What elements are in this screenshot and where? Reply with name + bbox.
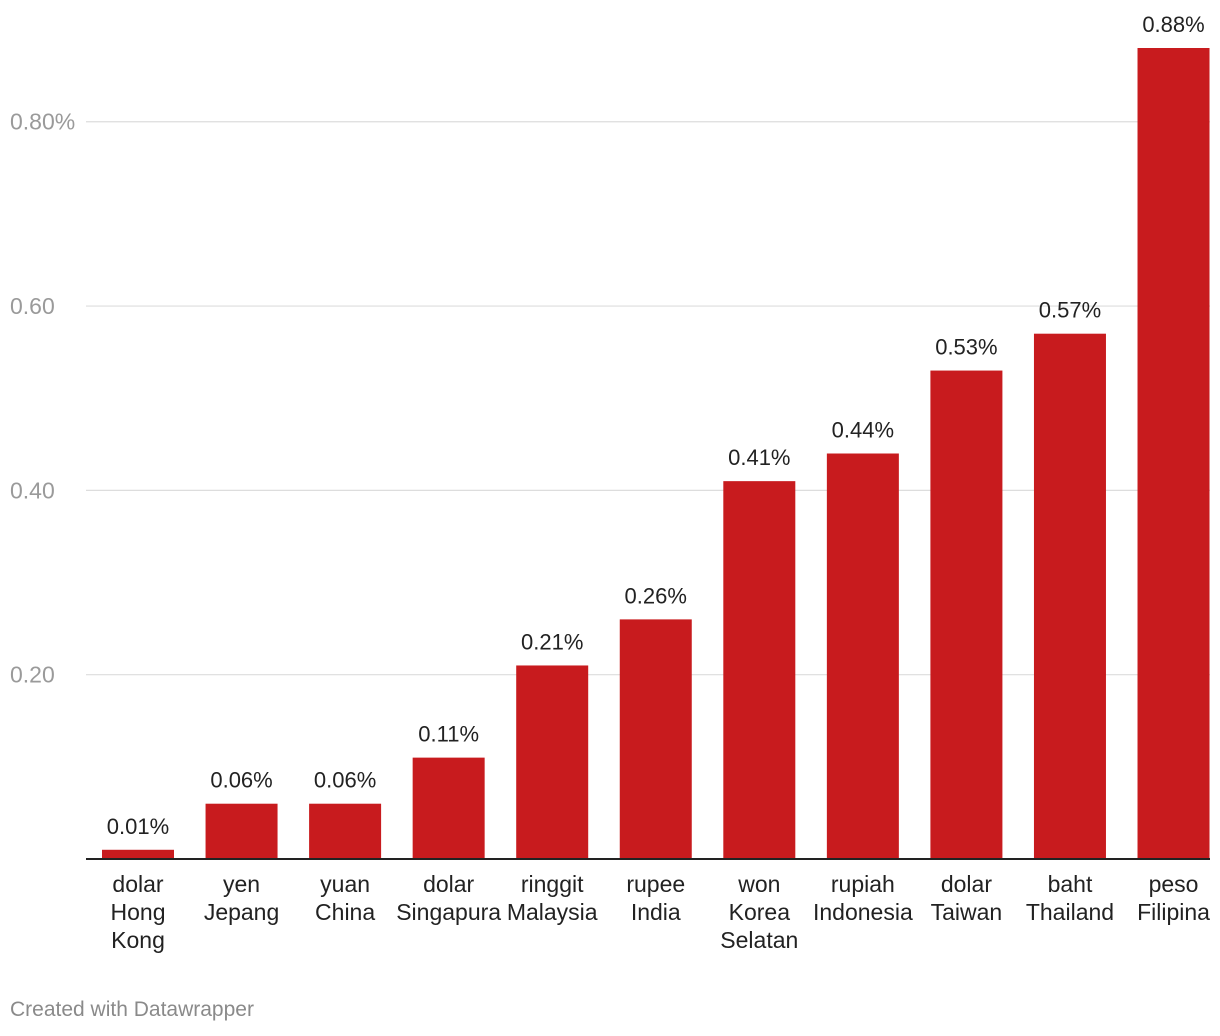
category-label-line: dolar (423, 871, 474, 897)
category-label: dolar Taiwan (931, 871, 1003, 925)
category-label: rupee India (626, 871, 685, 925)
category-label: ringgit Malaysia (507, 871, 598, 925)
category-label-line: Indonesia (813, 899, 913, 925)
category-label-line: Thailand (1026, 899, 1114, 925)
category-label-line: Singapura (396, 899, 501, 925)
category-label: yuan China (315, 871, 375, 925)
category-label-line: yuan (320, 871, 370, 897)
category-label-line: China (315, 899, 375, 925)
category-label-line: baht (1048, 871, 1093, 897)
y-tick-label: 0.40 (10, 477, 55, 503)
bar (309, 803, 382, 859)
category-label-line: ringgit (521, 871, 584, 897)
y-tick-label: 0.60 (10, 293, 55, 319)
value-label: 0.57% (1039, 298, 1101, 323)
bar (102, 849, 174, 859)
bar (619, 619, 692, 859)
value-label: 0.01% (107, 814, 169, 839)
category-label-line: Selatan (720, 927, 798, 953)
category-label-line: Taiwan (931, 899, 1003, 925)
y-axis-ticks: 0.20 0.40 0.60 0.80% (10, 109, 75, 688)
category-label-line: Filipina (1137, 899, 1210, 925)
category-label-line: Kong (111, 927, 165, 953)
category-label-line: India (631, 899, 681, 925)
bar (1033, 333, 1106, 859)
y-tick-label: 0.80% (10, 109, 75, 135)
value-label: 0.44% (832, 418, 894, 443)
value-label: 0.11% (418, 722, 479, 747)
value-label: 0.88% (1142, 12, 1204, 37)
bars (102, 48, 1210, 859)
value-label: 0.26% (625, 583, 687, 608)
category-label-line: dolar (941, 871, 992, 897)
bar (1137, 48, 1210, 859)
bar (205, 803, 278, 859)
category-label: baht Thailand (1026, 871, 1114, 925)
value-labels: 0.01% 0.06% 0.06% 0.11% 0.21% 0.26% 0.41% 0.44%… (107, 12, 1205, 839)
footer-credit: Created with Datawrapper (10, 998, 254, 1021)
bar (930, 370, 1003, 859)
value-label: 0.06% (210, 768, 272, 793)
category-label: dolar Hong Kong (111, 871, 166, 953)
category-label: peso Filipina (1137, 871, 1210, 925)
y-tick-label: 0.20 (10, 662, 55, 688)
category-label-line: Hong (111, 899, 166, 925)
category-label-line: rupiah (831, 871, 895, 897)
category-label: rupiah Indonesia (813, 871, 913, 925)
bar (516, 665, 589, 859)
category-label: dolar Singapura (396, 871, 501, 925)
value-label: 0.21% (521, 629, 583, 654)
category-label-line: Korea (729, 899, 791, 925)
bar (723, 481, 796, 859)
category-label-line: peso (1149, 871, 1199, 897)
value-label: 0.06% (314, 768, 376, 793)
category-label: yen Jepang (204, 871, 279, 925)
category-label: won Korea Selatan (720, 871, 798, 953)
category-label-line: won (737, 871, 780, 897)
value-label: 0.53% (935, 335, 997, 360)
category-label-line: dolar (112, 871, 163, 897)
bar (826, 453, 899, 859)
category-label-line: Jepang (204, 899, 279, 925)
category-label-line: rupee (626, 871, 685, 897)
bar (412, 757, 485, 859)
value-label: 0.41% (728, 445, 790, 470)
category-label-line: yen (223, 871, 260, 897)
category-label-line: Malaysia (507, 899, 598, 925)
